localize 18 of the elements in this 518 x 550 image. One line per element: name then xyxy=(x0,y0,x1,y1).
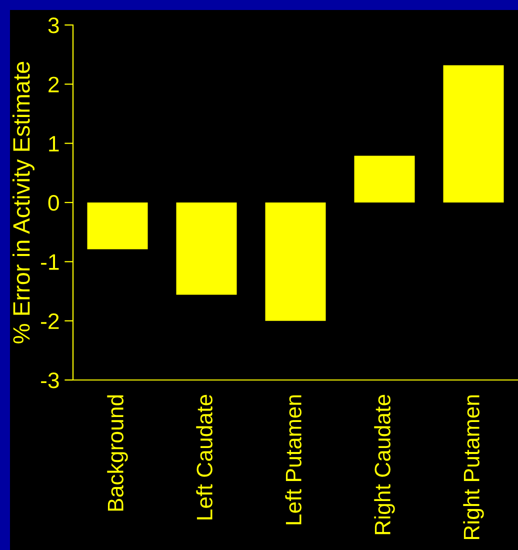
bar xyxy=(265,202,326,321)
x-tick-label: Left Caudate xyxy=(196,394,212,520)
y-tick-label: 0 xyxy=(48,195,59,211)
x-tick-label: Right Putamen xyxy=(463,395,484,540)
x-tick-label: Left Putamen xyxy=(285,395,302,524)
bar xyxy=(87,202,148,250)
y-tick-label: 1 xyxy=(49,136,59,152)
bar xyxy=(176,202,237,295)
bar xyxy=(354,156,415,202)
y-tick-label: -3 xyxy=(41,372,59,388)
y-tick-label: -1 xyxy=(41,254,59,270)
x-tick-label: Background xyxy=(107,395,128,511)
y-tick-label: 2 xyxy=(48,76,59,92)
y-axis-title: % Error in Activity Estimate xyxy=(12,62,34,344)
bar xyxy=(443,65,504,202)
y-tick-label: 3 xyxy=(48,18,59,34)
x-tick-label: Right Caudate xyxy=(374,394,395,534)
y-tick-label: -2 xyxy=(41,313,59,329)
